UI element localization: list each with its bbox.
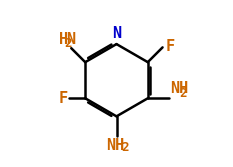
Text: 2: 2 — [179, 87, 187, 100]
Text: N: N — [112, 26, 121, 41]
Text: 2: 2 — [64, 37, 71, 50]
Text: H: H — [59, 32, 68, 47]
Text: F: F — [165, 39, 175, 54]
Text: F: F — [58, 91, 68, 106]
Text: NH: NH — [171, 81, 189, 96]
Text: NH: NH — [106, 138, 125, 153]
Text: N: N — [66, 32, 75, 47]
Text: 2: 2 — [121, 141, 128, 154]
